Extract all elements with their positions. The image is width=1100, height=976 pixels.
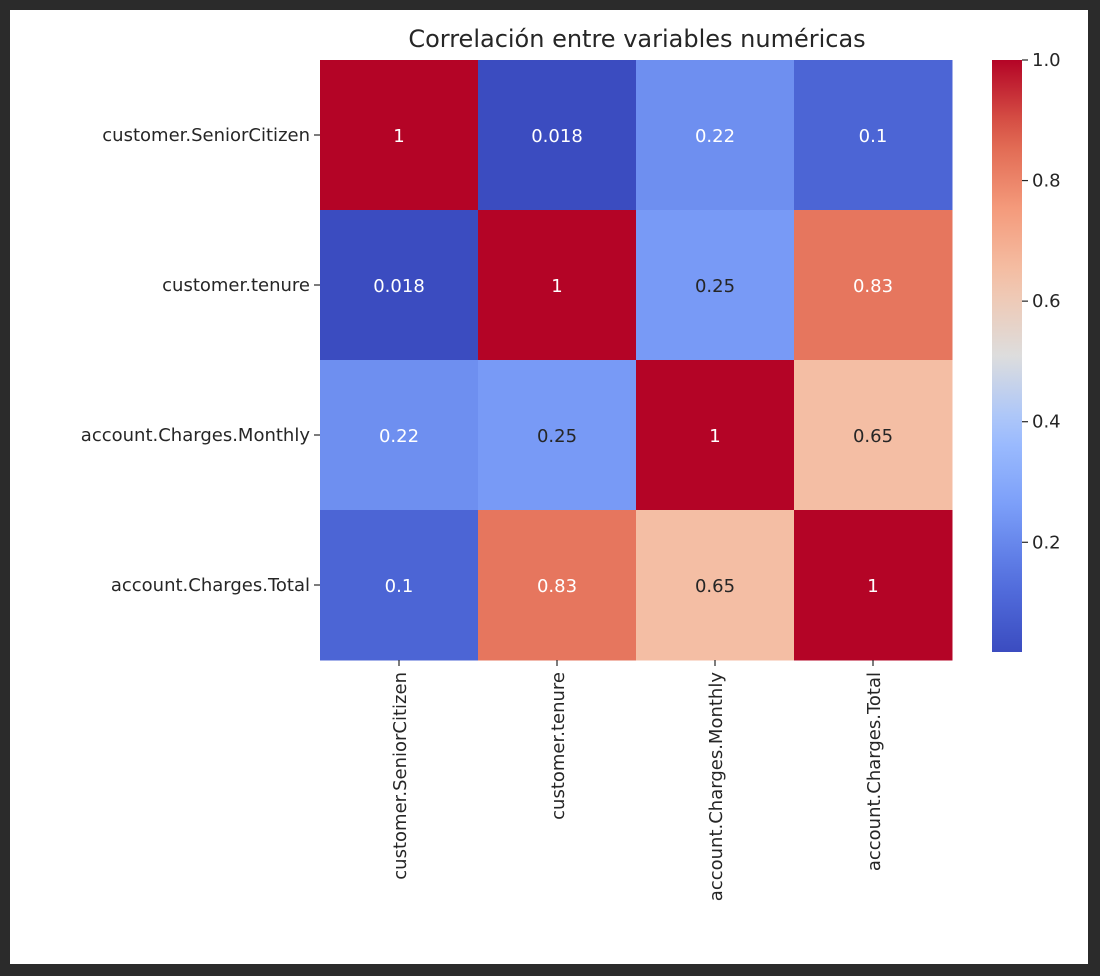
heatmap-cell [478,510,637,661]
colorbar-tick-label: 1.0 [1032,50,1061,71]
heatmap-cell [320,510,479,661]
heatmap-cell [478,60,637,211]
row-tick-label: customer.tenure [162,275,310,296]
cell-value-label: 1 [393,126,404,147]
column-tick-label: customer.SeniorCitizen [390,672,411,880]
cell-value-label: 0.83 [853,276,893,297]
cell-value-label: 1 [551,276,562,297]
heatmap-figure: Correlación entre variables numéricas 1 0… [10,10,1088,964]
cell-value-label: 0.65 [695,576,735,597]
heatmap-cell [320,210,479,361]
heatmap-cell [794,60,953,211]
cell-value-label: 1 [709,426,720,447]
colorbar-gradient [992,60,1022,652]
heatmap-cell [320,60,479,211]
heatmap-cell [636,210,795,361]
column-tick-label: account.Charges.Total [864,672,885,871]
cell-value-label: 0.22 [379,426,419,447]
cell-value-label: 0.1 [859,126,888,147]
heatmap-cell [478,210,637,361]
cell-value-label: 0.018 [373,276,425,297]
heatmap-cells: 1 0.018 0.22 0.1 0.018 1 0.25 0.83 0.22 0.25 1 0.65… [320,60,953,661]
cell-value-label: 0.1 [385,576,414,597]
cell-value-label: 0.25 [695,276,735,297]
heatmap-cell [636,60,795,211]
row-tick-label: customer.SeniorCitizen [102,125,310,146]
row-tick-labels: customer.SeniorCitizen customer.tenure acc… [81,125,320,596]
colorbar: 0.2 0.4 0.6 0.8 1.0 [992,50,1061,652]
colorbar-tick-label: 0.6 [1032,291,1061,312]
correlation-heatmap: Correlación entre variables numéricas 1 0… [81,25,1061,901]
column-tick-label: customer.tenure [548,672,569,820]
row-tick-label: account.Charges.Monthly [81,425,311,446]
heatmap-cell [794,360,953,511]
chart-title: Correlación entre variables numéricas [408,25,865,53]
column-tick-label: account.Charges.Monthly [706,672,727,902]
cell-value-label: 0.018 [531,126,583,147]
heatmap-cell [794,210,953,361]
heatmap-cell [636,510,795,661]
column-tick-labels: customer.SeniorCitizen customer.tenure acc… [390,660,885,901]
colorbar-tick-label: 0.2 [1032,532,1061,553]
colorbar-tick-label: 0.8 [1032,171,1061,192]
heatmap-cell [636,360,795,511]
heatmap-cell [794,510,953,661]
heatmap-cell [320,360,479,511]
heatmap-cell [478,360,637,511]
cell-value-label: 0.25 [537,426,577,447]
cell-value-label: 1 [867,576,878,597]
colorbar-tick-label: 0.4 [1032,412,1061,433]
cell-value-label: 0.65 [853,426,893,447]
row-tick-label: account.Charges.Total [111,575,310,596]
cell-value-label: 0.83 [537,576,577,597]
cell-value-label: 0.22 [695,126,735,147]
